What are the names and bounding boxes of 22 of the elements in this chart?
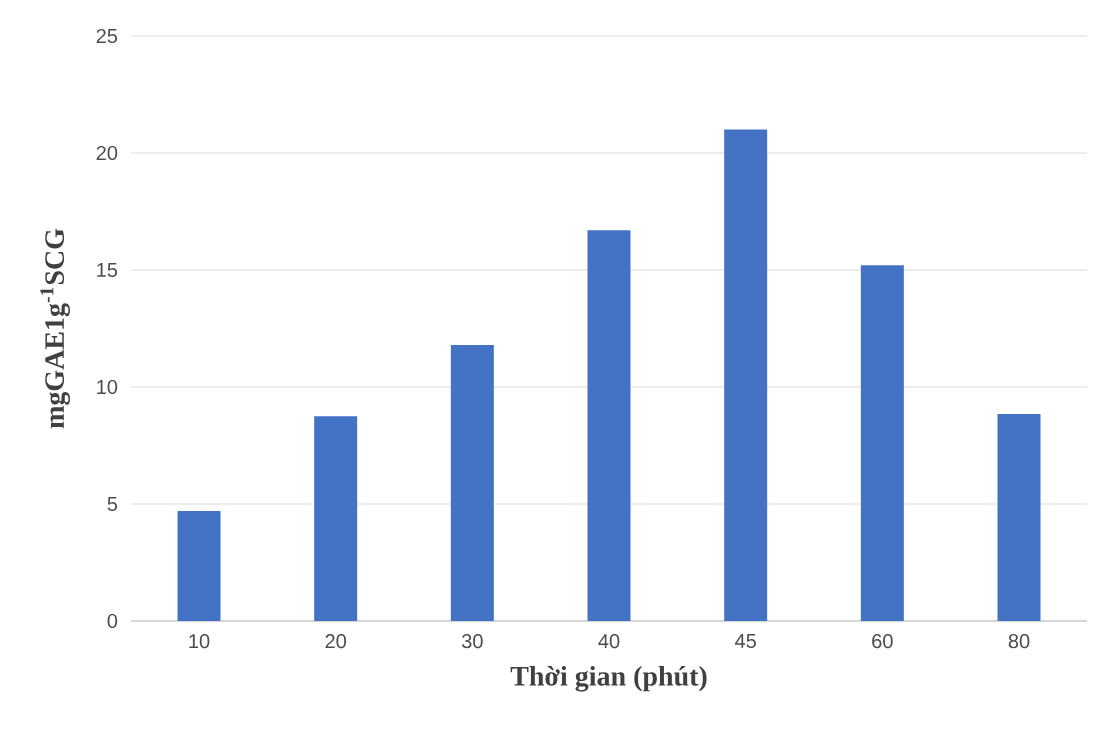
y-tick-label: 10	[97, 379, 118, 395]
bar	[860, 265, 904, 621]
bar	[314, 416, 358, 621]
bar	[587, 230, 631, 621]
y-tick-label: 15	[97, 263, 118, 277]
bar	[450, 344, 494, 621]
bar	[724, 129, 768, 621]
y-tick-label: 25	[96, 28, 118, 44]
x-tick-label: 45	[735, 634, 756, 649]
y-tick-label: 5	[107, 497, 118, 511]
x-tick-label: 20	[325, 634, 347, 649]
y-axis-title: mgGAE1g$^{-1}$SCG	[40, 228, 70, 429]
y-tick-label: 0	[107, 613, 118, 629]
x-tick-label: 60	[872, 634, 893, 649]
x-tick-label: 10	[189, 634, 210, 649]
x-tick-label: 80	[1008, 634, 1030, 649]
x-tick-label: 40	[598, 634, 620, 649]
bar	[177, 511, 221, 621]
bar	[997, 413, 1041, 621]
y-tick-label: 20	[96, 145, 118, 161]
x-axis-title: Thời gian (phút)	[510, 665, 707, 692]
x-tick-label: 30	[461, 634, 483, 649]
